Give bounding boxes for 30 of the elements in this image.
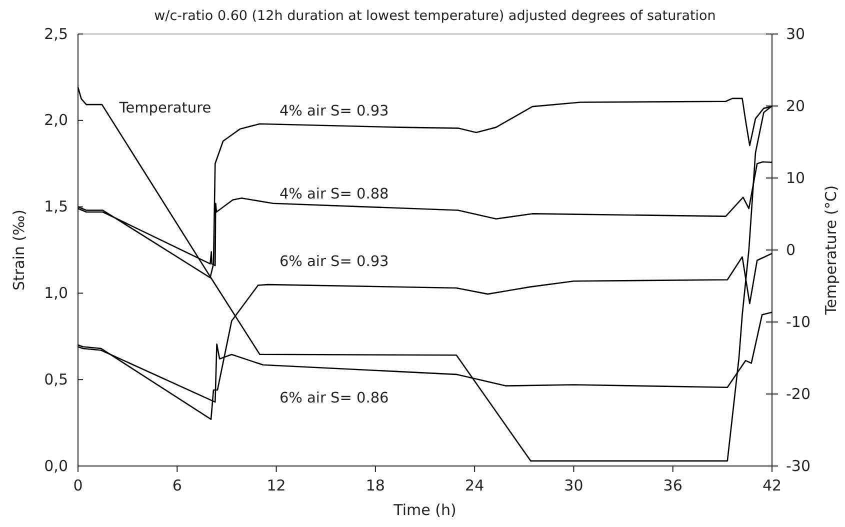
y2-tick-label: 0	[786, 240, 796, 259]
x-tick-label: 24	[465, 476, 484, 495]
x-tick-label: 30	[564, 476, 584, 495]
y2-tick-label: -10	[786, 312, 810, 331]
series-label: Temperature	[118, 100, 212, 116]
y2-tick-label: 30	[786, 24, 806, 43]
y2-tick-label: -30	[786, 456, 810, 475]
x-axis-title: Time (h)	[392, 501, 456, 519]
y-tick-label: 1,5	[44, 198, 68, 216]
x-tick-label: 18	[366, 476, 385, 495]
x-tick-label: 6	[172, 476, 182, 495]
y-tick-label: 2,0	[44, 111, 68, 130]
y-tick-label: 2,5	[44, 24, 68, 43]
series-label: 4% air S= 0.88	[279, 186, 389, 202]
x-tick-label: 42	[762, 476, 782, 495]
y2-tick-label: 10	[786, 168, 806, 187]
y2-tick-label: 20	[786, 96, 806, 115]
y-tick-label: 0,0	[44, 456, 68, 475]
y2-tick-label: -20	[786, 384, 810, 403]
y2-axis-title: Temperature (°C)	[822, 185, 840, 316]
series-label: 6% air S= 0.93	[279, 254, 389, 270]
y-tick-label: 1,0	[44, 284, 68, 302]
x-tick-label: 36	[663, 476, 682, 495]
y-tick-label: 0,5	[44, 370, 68, 388]
series-label: 6% air S= 0.86	[279, 390, 389, 406]
chart-title: w/c-ratio 0.60 (12h duration at lowest temperature) adjusted degrees of saturation	[154, 8, 716, 24]
y-axis-title: Strain (‰)	[10, 209, 28, 291]
x-tick-label: 0	[73, 476, 83, 495]
series-label: 4% air S= 0.93	[279, 103, 389, 120]
x-tick-label: 12	[266, 476, 286, 495]
